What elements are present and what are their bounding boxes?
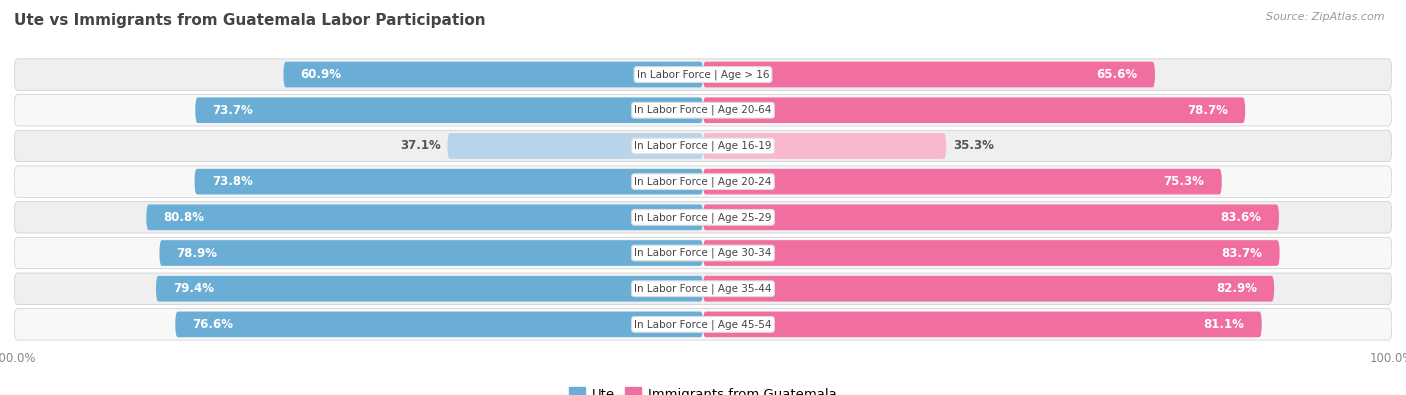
- Text: 79.4%: 79.4%: [173, 282, 214, 295]
- FancyBboxPatch shape: [14, 130, 1392, 162]
- Text: Source: ZipAtlas.com: Source: ZipAtlas.com: [1267, 12, 1385, 22]
- Text: 35.3%: 35.3%: [953, 139, 994, 152]
- Text: 83.6%: 83.6%: [1220, 211, 1261, 224]
- FancyBboxPatch shape: [156, 276, 703, 301]
- Text: In Labor Force | Age 25-29: In Labor Force | Age 25-29: [634, 212, 772, 222]
- Legend: Ute, Immigrants from Guatemala: Ute, Immigrants from Guatemala: [564, 382, 842, 395]
- Text: In Labor Force | Age 16-19: In Labor Force | Age 16-19: [634, 141, 772, 151]
- FancyBboxPatch shape: [14, 59, 1392, 90]
- Text: 81.1%: 81.1%: [1204, 318, 1244, 331]
- Text: 73.7%: 73.7%: [212, 104, 253, 117]
- Text: 65.6%: 65.6%: [1097, 68, 1137, 81]
- FancyBboxPatch shape: [703, 240, 1279, 266]
- FancyBboxPatch shape: [703, 276, 1274, 301]
- FancyBboxPatch shape: [447, 133, 703, 159]
- FancyBboxPatch shape: [703, 98, 1246, 123]
- Text: In Labor Force | Age 30-34: In Labor Force | Age 30-34: [634, 248, 772, 258]
- FancyBboxPatch shape: [14, 94, 1392, 126]
- Text: 75.3%: 75.3%: [1164, 175, 1205, 188]
- FancyBboxPatch shape: [14, 309, 1392, 340]
- Text: Ute vs Immigrants from Guatemala Labor Participation: Ute vs Immigrants from Guatemala Labor P…: [14, 13, 485, 28]
- FancyBboxPatch shape: [176, 312, 703, 337]
- FancyBboxPatch shape: [194, 169, 703, 194]
- FancyBboxPatch shape: [195, 98, 703, 123]
- Text: 76.6%: 76.6%: [193, 318, 233, 331]
- FancyBboxPatch shape: [703, 169, 1222, 194]
- Text: 78.7%: 78.7%: [1187, 104, 1227, 117]
- Text: 73.8%: 73.8%: [212, 175, 253, 188]
- FancyBboxPatch shape: [14, 273, 1392, 305]
- Text: In Labor Force | Age 35-44: In Labor Force | Age 35-44: [634, 284, 772, 294]
- Text: In Labor Force | Age 45-54: In Labor Force | Age 45-54: [634, 319, 772, 330]
- FancyBboxPatch shape: [14, 166, 1392, 198]
- Text: 80.8%: 80.8%: [163, 211, 204, 224]
- FancyBboxPatch shape: [284, 62, 703, 87]
- FancyBboxPatch shape: [703, 62, 1154, 87]
- FancyBboxPatch shape: [146, 205, 703, 230]
- Text: In Labor Force | Age 20-24: In Labor Force | Age 20-24: [634, 177, 772, 187]
- Text: In Labor Force | Age 20-64: In Labor Force | Age 20-64: [634, 105, 772, 115]
- Text: 78.9%: 78.9%: [177, 246, 218, 260]
- FancyBboxPatch shape: [14, 201, 1392, 233]
- Text: 82.9%: 82.9%: [1216, 282, 1257, 295]
- Text: 83.7%: 83.7%: [1222, 246, 1263, 260]
- Text: 37.1%: 37.1%: [399, 139, 440, 152]
- FancyBboxPatch shape: [703, 312, 1261, 337]
- FancyBboxPatch shape: [703, 205, 1279, 230]
- FancyBboxPatch shape: [159, 240, 703, 266]
- Text: 60.9%: 60.9%: [301, 68, 342, 81]
- FancyBboxPatch shape: [14, 237, 1392, 269]
- FancyBboxPatch shape: [703, 133, 946, 159]
- Text: In Labor Force | Age > 16: In Labor Force | Age > 16: [637, 69, 769, 80]
